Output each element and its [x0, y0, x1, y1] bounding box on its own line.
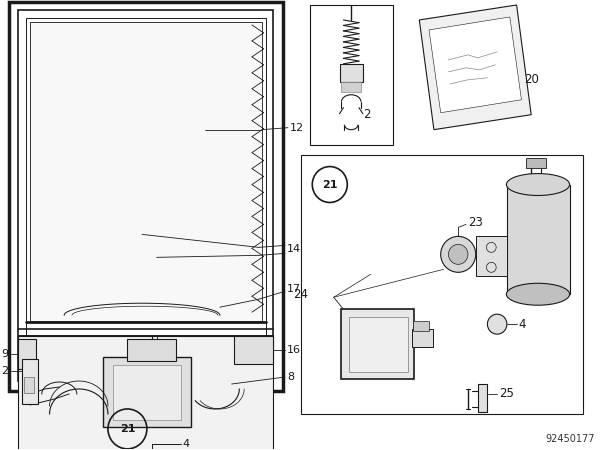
Bar: [339, 64, 363, 82]
Text: 8: 8: [287, 372, 294, 382]
Text: FIX-HUB.RU: FIX-HUB.RU: [446, 299, 490, 319]
Polygon shape: [419, 5, 531, 130]
Bar: [349, 317, 408, 372]
Text: 17: 17: [287, 284, 301, 294]
Bar: [30, 22, 262, 321]
Bar: [301, 155, 583, 414]
Circle shape: [449, 244, 468, 264]
Bar: [414, 321, 429, 331]
Bar: [24, 377, 34, 393]
Ellipse shape: [506, 283, 570, 305]
Ellipse shape: [506, 174, 570, 195]
Circle shape: [487, 314, 507, 334]
Text: FIX-HUB.RU: FIX-HUB.RU: [124, 160, 169, 180]
Text: 25: 25: [499, 387, 514, 400]
Text: FIX-HUB.RU: FIX-HUB.RU: [387, 189, 432, 210]
Text: 23: 23: [468, 216, 483, 229]
Text: FIX-HUB.RU: FIX-HUB.RU: [173, 339, 218, 359]
Text: FIX-HUB.RU: FIX-HUB.RU: [144, 50, 188, 70]
Bar: [113, 365, 181, 420]
Text: 2: 2: [2, 366, 8, 376]
Text: 14: 14: [287, 244, 301, 254]
Text: 4: 4: [519, 318, 526, 331]
Polygon shape: [429, 17, 521, 112]
Bar: [19, 10, 274, 381]
Bar: [411, 329, 433, 347]
Text: 21: 21: [120, 424, 135, 434]
Text: 92450177: 92450177: [546, 434, 596, 444]
Bar: [22, 359, 38, 404]
Bar: [341, 309, 414, 379]
Text: 16: 16: [287, 345, 301, 355]
Bar: [19, 339, 36, 369]
Bar: [26, 18, 266, 373]
Bar: [103, 357, 191, 427]
Bar: [341, 82, 361, 92]
Bar: [234, 336, 274, 364]
Bar: [478, 384, 487, 412]
Text: 4: 4: [183, 439, 190, 449]
Text: 21: 21: [322, 180, 338, 189]
Bar: [310, 5, 393, 144]
Bar: [8, 2, 283, 391]
Text: 9: 9: [2, 349, 8, 359]
Circle shape: [441, 236, 476, 272]
Text: 12: 12: [290, 123, 304, 133]
Text: FIX-HUB.RU: FIX-HUB.RU: [37, 259, 82, 279]
Bar: [127, 339, 176, 361]
Text: 20: 20: [524, 73, 539, 86]
Bar: [19, 336, 274, 450]
Bar: [507, 184, 570, 294]
Text: 24: 24: [294, 288, 309, 301]
Text: FIX-HUB.RU: FIX-HUB.RU: [349, 70, 393, 90]
Text: FIX-HUB.RU: FIX-HUB.RU: [37, 70, 82, 90]
Text: 2: 2: [363, 108, 370, 121]
Bar: [526, 158, 546, 167]
Text: FIX-HUB.RU: FIX-HUB.RU: [76, 369, 121, 389]
Bar: [476, 236, 507, 276]
